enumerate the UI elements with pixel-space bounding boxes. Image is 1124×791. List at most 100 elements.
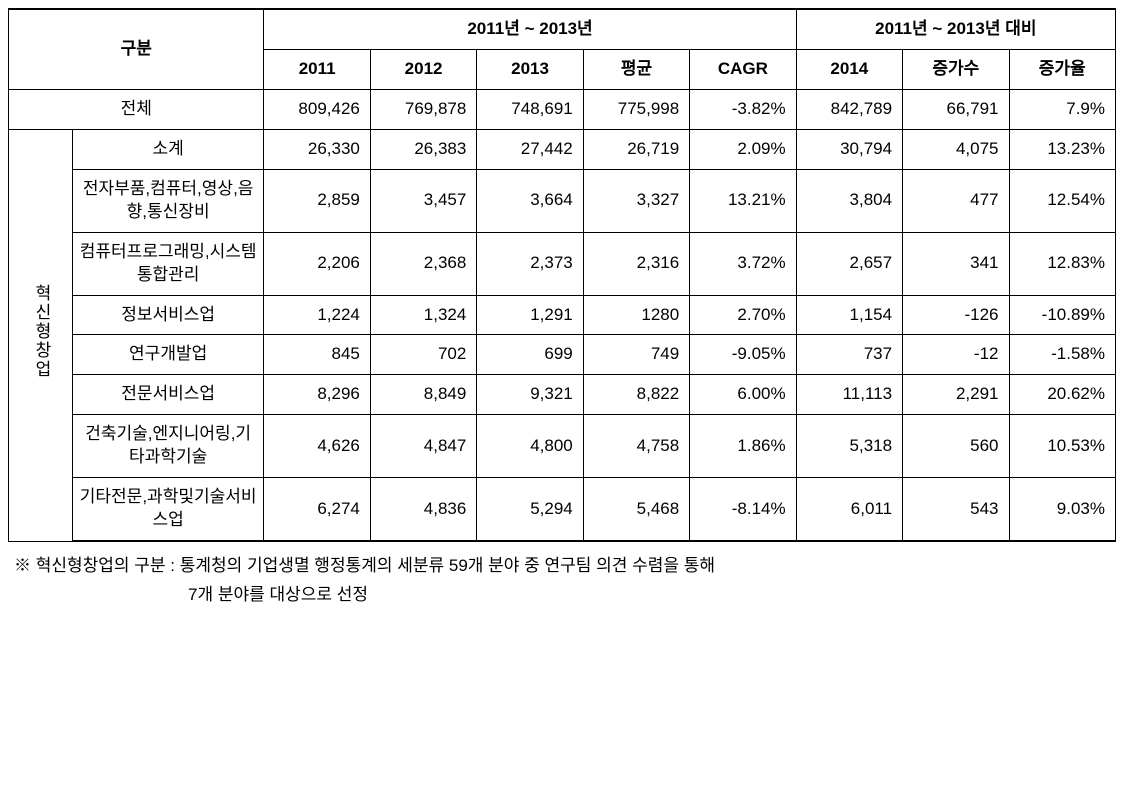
col-cagr: CAGR	[690, 49, 796, 89]
table-row: 전문서비스업 8,296 8,849 9,321 8,822 6.00% 11,…	[9, 375, 1116, 415]
cell: -10.89%	[1009, 295, 1116, 335]
stats-table: 구분 2011년 ~ 2013년 2011년 ~ 2013년 대비 2011 2…	[8, 8, 1116, 542]
cell: 6.00%	[690, 375, 796, 415]
footnote: ※ 혁신형창업의 구분 : 통계청의 기업생멸 행정통계의 세분류 59개 분야…	[8, 542, 1116, 610]
group-label: 혁신형창업	[9, 129, 73, 541]
cell: 4,847	[370, 415, 476, 478]
row-label: 정보서비스업	[72, 295, 264, 335]
cell: 3.72%	[690, 232, 796, 295]
table-row: 기타전문,과학및기술서비스업 6,274 4,836 5,294 5,468 -…	[9, 478, 1116, 541]
cell: -3.82%	[690, 89, 796, 129]
cell: 4,758	[583, 415, 689, 478]
table-body: 전체 809,426 769,878 748,691 775,998 -3.82…	[9, 89, 1116, 541]
col-2013: 2013	[477, 49, 583, 89]
row-total: 전체 809,426 769,878 748,691 775,998 -3.82…	[9, 89, 1116, 129]
cell: 1,154	[796, 295, 902, 335]
cell: 9,321	[477, 375, 583, 415]
cell: 6,011	[796, 478, 902, 541]
cell: -126	[903, 295, 1009, 335]
cell: 4,075	[903, 129, 1009, 169]
cell: 9.03%	[1009, 478, 1116, 541]
table-row: 연구개발업 845 702 699 749 -9.05% 737 -12 -1.…	[9, 335, 1116, 375]
cell: 5,318	[796, 415, 902, 478]
cell: -12	[903, 335, 1009, 375]
cell: 769,878	[370, 89, 476, 129]
cell: 842,789	[796, 89, 902, 129]
cell: 13.21%	[690, 169, 796, 232]
cell: 748,691	[477, 89, 583, 129]
row-label: 전문서비스업	[72, 375, 264, 415]
group-label-text: 혁신형창업	[29, 284, 52, 379]
table-row: 건축기술,엔지니어링,기타과학기술 4,626 4,847 4,800 4,75…	[9, 415, 1116, 478]
col-avg: 평균	[583, 49, 689, 89]
cell: 3,327	[583, 169, 689, 232]
cell: 2,368	[370, 232, 476, 295]
cell: 775,998	[583, 89, 689, 129]
cell: 2,316	[583, 232, 689, 295]
col-rate: 증가율	[1009, 49, 1116, 89]
cell: -8.14%	[690, 478, 796, 541]
row-label: 연구개발업	[72, 335, 264, 375]
col-2014: 2014	[796, 49, 902, 89]
cell: 737	[796, 335, 902, 375]
cell: 809,426	[264, 89, 370, 129]
cell: 3,664	[477, 169, 583, 232]
cell: -9.05%	[690, 335, 796, 375]
col-2011: 2011	[264, 49, 370, 89]
cell: 26,383	[370, 129, 476, 169]
cell: 2,291	[903, 375, 1009, 415]
cell: 30,794	[796, 129, 902, 169]
table-row: 혁신형창업 소계 26,330 26,383 27,442 26,719 2.0…	[9, 129, 1116, 169]
cell: 8,822	[583, 375, 689, 415]
cell: 699	[477, 335, 583, 375]
cell: 560	[903, 415, 1009, 478]
cell: 2,206	[264, 232, 370, 295]
cell: 2,373	[477, 232, 583, 295]
cell: 8,296	[264, 375, 370, 415]
cell: 2,657	[796, 232, 902, 295]
row-label: 기타전문,과학및기술서비스업	[72, 478, 264, 541]
cell: 477	[903, 169, 1009, 232]
cell: 1,224	[264, 295, 370, 335]
cell: 341	[903, 232, 1009, 295]
cell: -1.58%	[1009, 335, 1116, 375]
table-row: 정보서비스업 1,224 1,324 1,291 1280 2.70% 1,15…	[9, 295, 1116, 335]
cell: 1.86%	[690, 415, 796, 478]
cell: 12.83%	[1009, 232, 1116, 295]
cell: 8,849	[370, 375, 476, 415]
col-period-a: 2011년 ~ 2013년	[264, 9, 796, 49]
col-category: 구분	[9, 9, 264, 89]
table-row: 전자부품,컴퓨터,영상,음향,통신장비 2,859 3,457 3,664 3,…	[9, 169, 1116, 232]
footnote-line2: 7개 분야를 대상으로 선정	[14, 581, 1110, 610]
cell: 749	[583, 335, 689, 375]
col-inc: 증가수	[903, 49, 1009, 89]
cell: 4,836	[370, 478, 476, 541]
cell: 5,468	[583, 478, 689, 541]
cell: 7.9%	[1009, 89, 1116, 129]
cell: 12.54%	[1009, 169, 1116, 232]
cell: 1,291	[477, 295, 583, 335]
cell: 3,804	[796, 169, 902, 232]
row-label: 전자부품,컴퓨터,영상,음향,통신장비	[72, 169, 264, 232]
cell: 6,274	[264, 478, 370, 541]
cell: 27,442	[477, 129, 583, 169]
cell: 5,294	[477, 478, 583, 541]
cell: 26,719	[583, 129, 689, 169]
col-period-b: 2011년 ~ 2013년 대비	[796, 9, 1115, 49]
total-label: 전체	[9, 89, 264, 129]
cell: 10.53%	[1009, 415, 1116, 478]
cell: 2,859	[264, 169, 370, 232]
cell: 26,330	[264, 129, 370, 169]
cell: 3,457	[370, 169, 476, 232]
cell: 2.70%	[690, 295, 796, 335]
row-label: 건축기술,엔지니어링,기타과학기술	[72, 415, 264, 478]
cell: 66,791	[903, 89, 1009, 129]
cell: 543	[903, 478, 1009, 541]
row-label: 소계	[72, 129, 264, 169]
table-header: 구분 2011년 ~ 2013년 2011년 ~ 2013년 대비 2011 2…	[9, 9, 1116, 89]
row-label: 컴퓨터프로그래밍,시스템통합관리	[72, 232, 264, 295]
footnote-line1: ※ 혁신형창업의 구분 : 통계청의 기업생멸 행정통계의 세분류 59개 분야…	[14, 556, 715, 575]
col-2012: 2012	[370, 49, 476, 89]
cell: 13.23%	[1009, 129, 1116, 169]
cell: 4,800	[477, 415, 583, 478]
